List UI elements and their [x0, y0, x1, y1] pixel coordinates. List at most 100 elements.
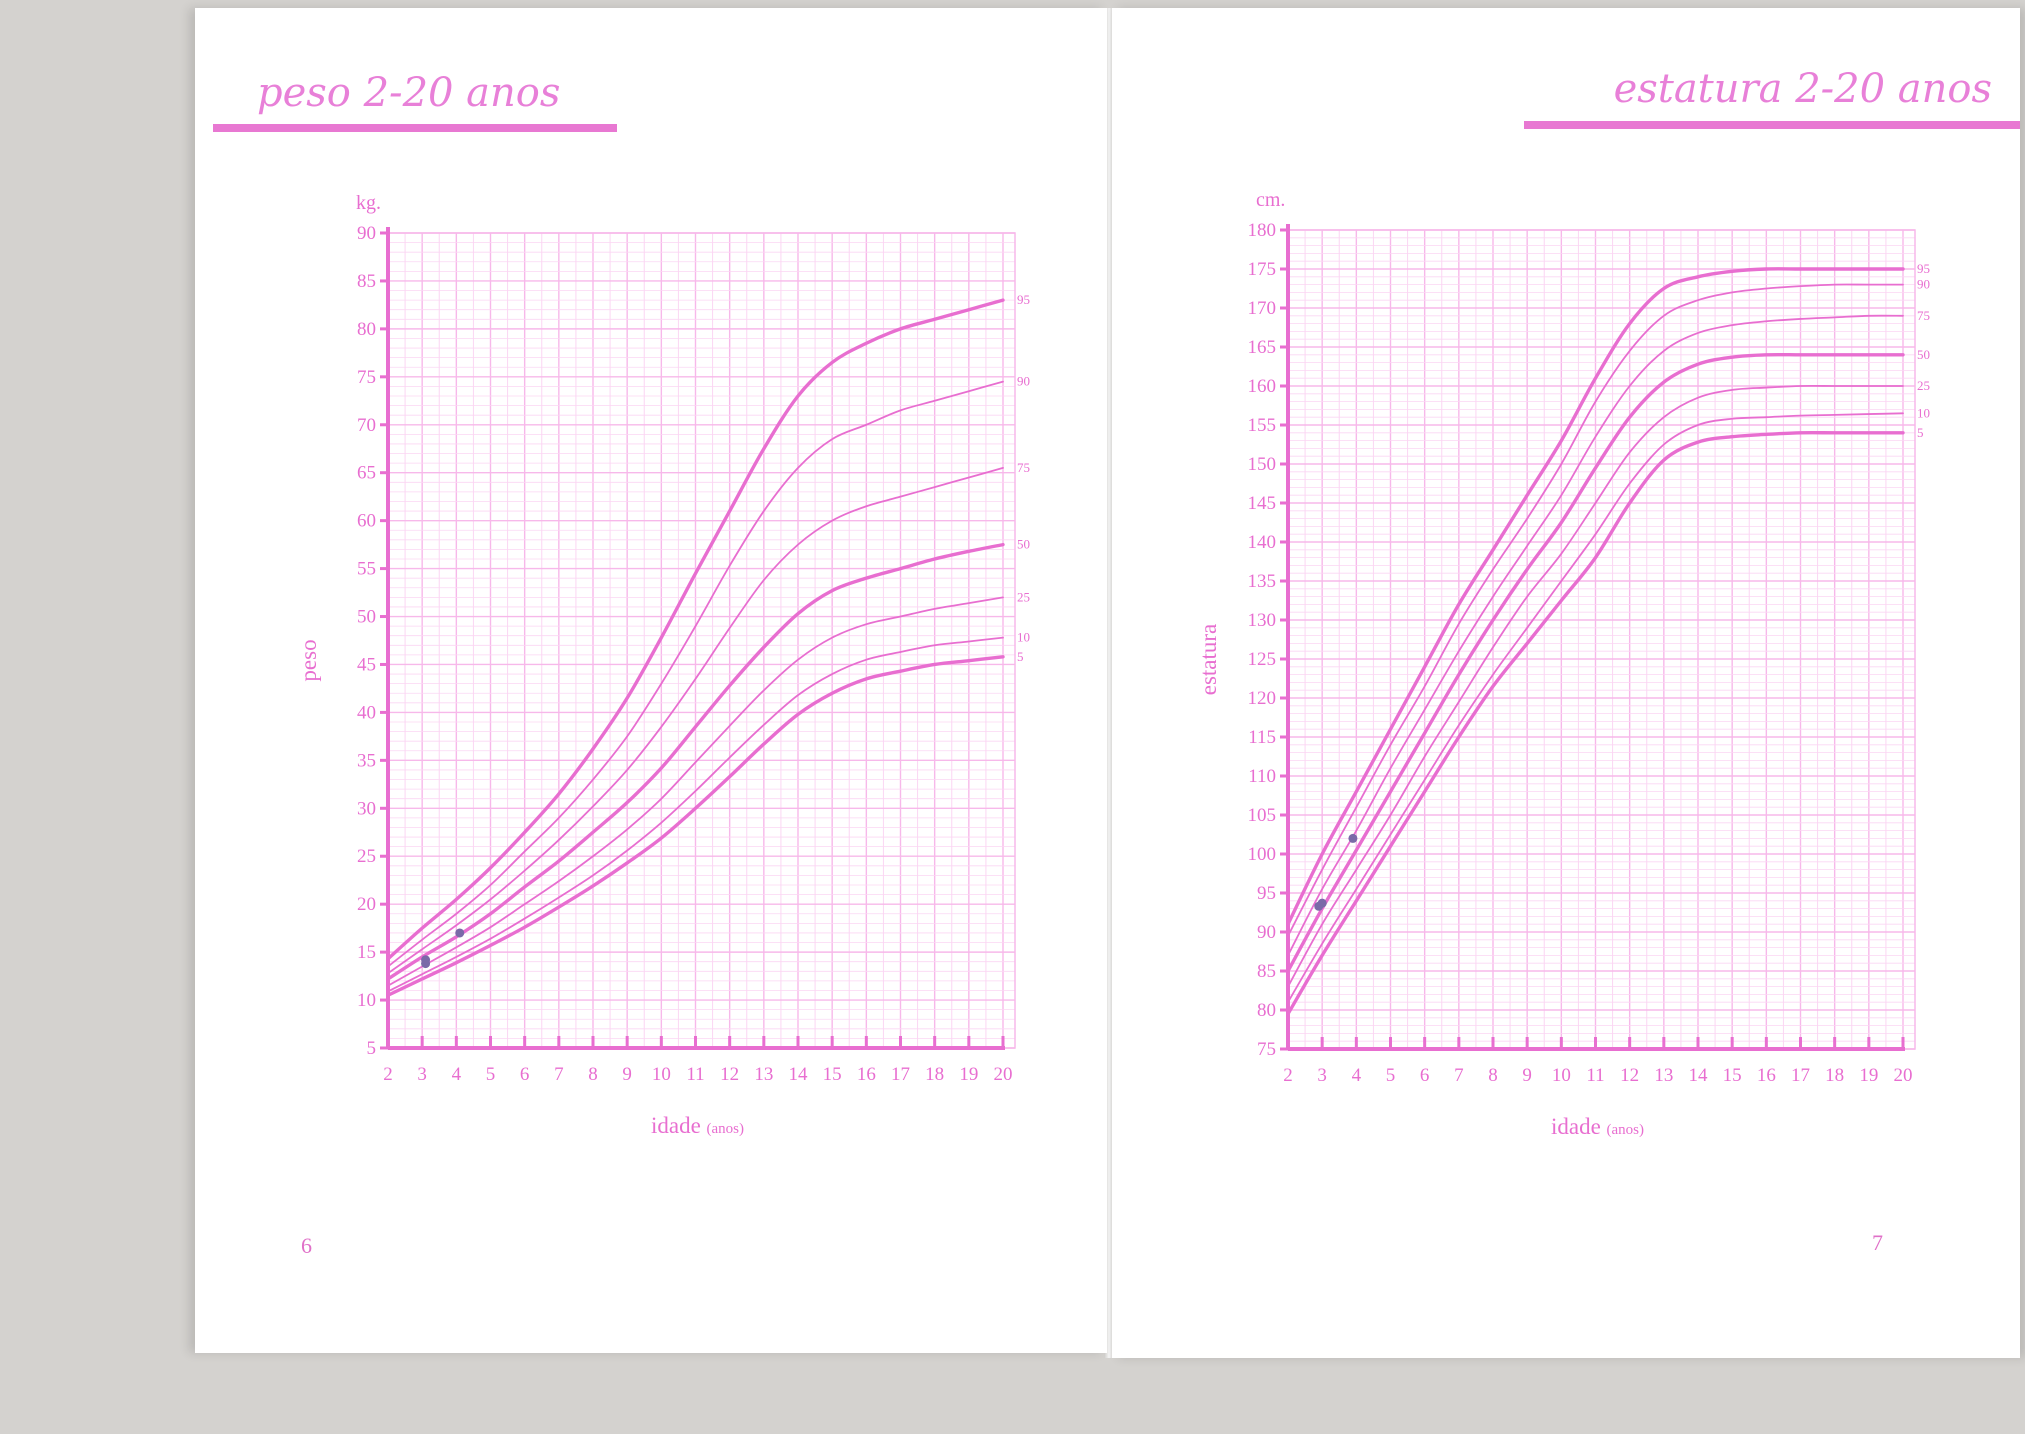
- page-number-right: 7: [1872, 1230, 1883, 1255]
- x-tick-label: 8: [1488, 1065, 1498, 1086]
- y-tick-label: 135: [1248, 571, 1277, 592]
- y-tick-label: 90: [357, 223, 376, 244]
- title-rule-left: [213, 124, 617, 132]
- percentile-curve-25: [387, 596, 1004, 987]
- y-unit-label: kg.: [356, 192, 381, 214]
- y-tick-label: 40: [357, 702, 376, 723]
- y-tick-label: 165: [1248, 337, 1277, 358]
- percentile-curve-50: [386, 542, 1005, 981]
- x-tick-label: 13: [1654, 1065, 1673, 1086]
- percentile-curve-5: [1286, 430, 1905, 1016]
- percentile-label-95: 95: [1017, 292, 1030, 307]
- x-tick-label: 10: [1552, 1065, 1571, 1086]
- y-tick-label: 55: [357, 559, 376, 580]
- x-tick-label: 6: [1420, 1065, 1430, 1086]
- x-tick-label: 18: [1825, 1065, 1844, 1086]
- x-tick-label: 11: [1586, 1065, 1604, 1086]
- percentile-label-5: 5: [1017, 649, 1024, 664]
- y-tick-label: 155: [1248, 415, 1277, 436]
- y-tick-label: 85: [1257, 961, 1276, 982]
- percentile-label-95: 95: [1917, 261, 1930, 276]
- x-tick-label: 15: [1723, 1065, 1742, 1086]
- page-title-left: peso 2-20 anos: [257, 70, 561, 116]
- y-tick-label: 90: [1257, 922, 1276, 943]
- x-tick-label: 14: [789, 1064, 809, 1085]
- x-tick-label: 15: [823, 1064, 842, 1085]
- y-tick-label: 20: [357, 894, 376, 915]
- y-tick-label: 85: [357, 271, 376, 292]
- percentile-curve-50: [1286, 352, 1905, 973]
- y-tick-label: 120: [1248, 688, 1277, 709]
- title-rule-right: [1524, 121, 2020, 129]
- marked-point: [455, 928, 465, 938]
- percentile-label-50: 50: [1017, 537, 1030, 552]
- y-tick-label: 30: [357, 798, 376, 819]
- percentile-label-75: 75: [1017, 460, 1030, 475]
- percentile-label-25: 25: [1917, 378, 1930, 393]
- y-tick-label: 140: [1248, 532, 1277, 553]
- y-tick-label: 45: [357, 654, 376, 675]
- page-number-left: 6: [301, 1233, 312, 1258]
- y-tick-label: 175: [1248, 259, 1277, 280]
- y-tick-label: 15: [357, 942, 376, 963]
- page-left: peso 2-20 anos 6: [195, 8, 1107, 1353]
- percentile-label-10: 10: [1917, 405, 1930, 420]
- y-tick-label: 80: [1257, 1000, 1276, 1021]
- percentile-label-90: 90: [1917, 277, 1930, 292]
- percentile-curve-90: [1287, 283, 1904, 937]
- y-tick-label: 80: [357, 319, 376, 340]
- x-tick-label: 2: [383, 1064, 393, 1085]
- x-tick-label: 7: [554, 1064, 564, 1085]
- y-tick-label: 25: [357, 846, 376, 867]
- percentile-curve-75: [387, 467, 1004, 975]
- y-axis-title: peso: [296, 639, 321, 681]
- grid: [1287, 229, 1916, 1050]
- marked-point: [421, 955, 431, 965]
- percentile-curve-10: [1287, 412, 1904, 1004]
- percentile-curve-95: [1286, 267, 1905, 926]
- y-tick-label: 75: [1257, 1039, 1276, 1060]
- x-tick-label: 10: [652, 1064, 671, 1085]
- x-tick-label: 3: [1317, 1065, 1327, 1086]
- x-tick-label: 16: [857, 1064, 876, 1085]
- y-tick-label: 180: [1248, 220, 1277, 241]
- x-tick-label: 18: [925, 1064, 944, 1085]
- y-tick-label: 130: [1248, 610, 1277, 631]
- x-tick-label: 20: [994, 1064, 1013, 1085]
- y-tick-label: 150: [1248, 454, 1277, 475]
- percentile-label-25: 25: [1017, 589, 1030, 604]
- x-tick-label: 5: [1386, 1065, 1396, 1086]
- x-tick-label: 17: [1791, 1065, 1810, 1086]
- x-tick-label: 19: [1859, 1065, 1878, 1086]
- book-gutter: [1104, 8, 1114, 1358]
- y-tick-label: 60: [357, 511, 376, 532]
- x-tick-label: 19: [959, 1064, 978, 1085]
- y-unit-label: cm.: [1256, 189, 1285, 211]
- x-tick-label: 14: [1689, 1065, 1709, 1086]
- x-tick-label: 4: [452, 1064, 462, 1085]
- x-tick-label: 12: [720, 1064, 739, 1085]
- x-tick-label: 2: [1283, 1065, 1293, 1086]
- grid-frame: [1287, 229, 1916, 1050]
- x-tick-label: 13: [754, 1064, 773, 1085]
- x-tick-label: 3: [417, 1064, 427, 1085]
- percentile-label-5: 5: [1917, 425, 1924, 440]
- marked-point: [1348, 833, 1358, 843]
- x-tick-label: 16: [1757, 1065, 1776, 1086]
- x-tick-label: 6: [520, 1064, 530, 1085]
- x-tick-label: 20: [1894, 1065, 1913, 1086]
- x-tick-label: 7: [1454, 1065, 1464, 1086]
- y-tick-label: 115: [1248, 727, 1276, 748]
- percentile-curve-5: [386, 655, 1005, 997]
- percentile-label-10: 10: [1017, 630, 1030, 645]
- y-tick-label: 10: [357, 990, 376, 1011]
- x-tick-label: 17: [891, 1064, 910, 1085]
- percentile-curve-75: [1287, 314, 1904, 957]
- percentile-curve-95: [386, 298, 1005, 961]
- percentile-label-75: 75: [1917, 308, 1930, 323]
- x-tick-label: 5: [486, 1064, 496, 1085]
- x-tick-label: 11: [686, 1064, 704, 1085]
- y-tick-label: 145: [1248, 493, 1277, 514]
- marked-point: [1317, 898, 1327, 908]
